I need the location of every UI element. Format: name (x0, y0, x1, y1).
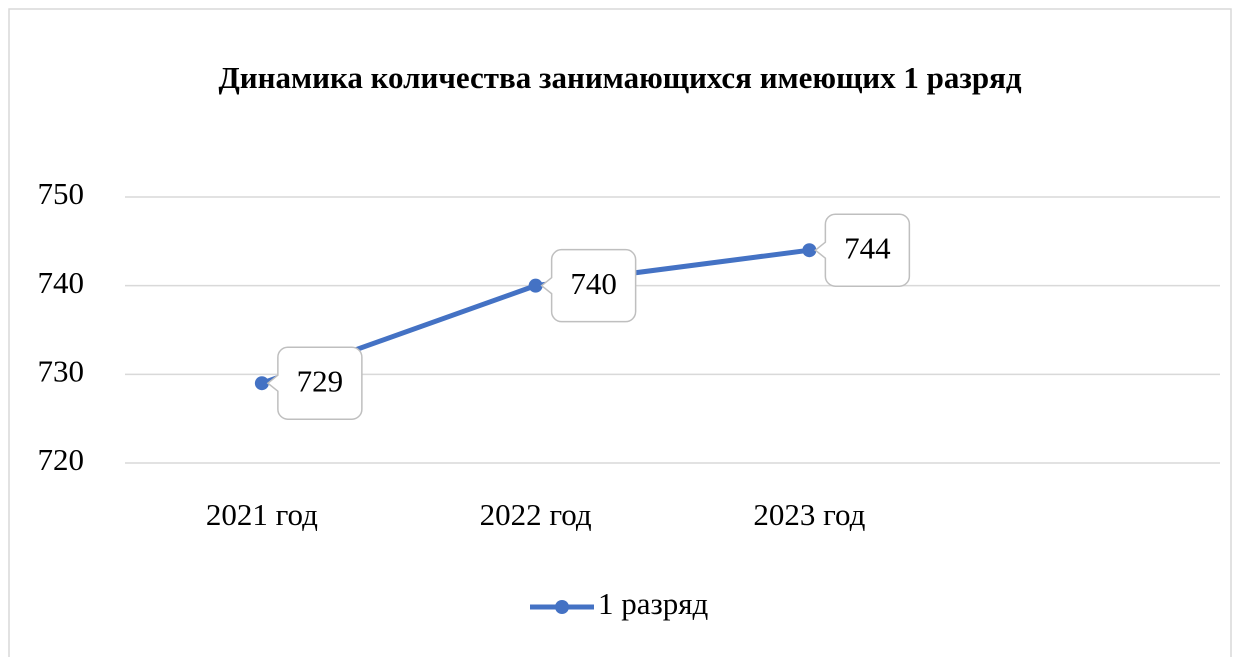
x-tick-label: 2022 год (480, 497, 592, 532)
data-point (802, 243, 817, 258)
data-label: 729 (297, 363, 344, 398)
x-tick-label: 2023 год (753, 497, 865, 532)
y-tick-label: 750 (38, 176, 85, 211)
data-point (528, 278, 543, 293)
legend-label: 1 разряд (598, 586, 709, 621)
data-label: 744 (844, 230, 891, 265)
data-label-callout (266, 346, 363, 420)
data-label-callout (814, 213, 911, 287)
chart-border (8, 8, 1232, 657)
data-label-callout (540, 248, 637, 323)
data-label: 740 (570, 266, 617, 301)
y-tick-label: 730 (38, 353, 85, 388)
y-tick-label: 740 (38, 265, 85, 300)
data-point (254, 376, 269, 391)
x-tick-label: 2021 год (206, 497, 318, 532)
y-tick-label: 720 (38, 442, 85, 477)
chart-title: Динамика количества занимающихся имеющих… (218, 60, 1022, 95)
legend-marker (555, 600, 569, 614)
